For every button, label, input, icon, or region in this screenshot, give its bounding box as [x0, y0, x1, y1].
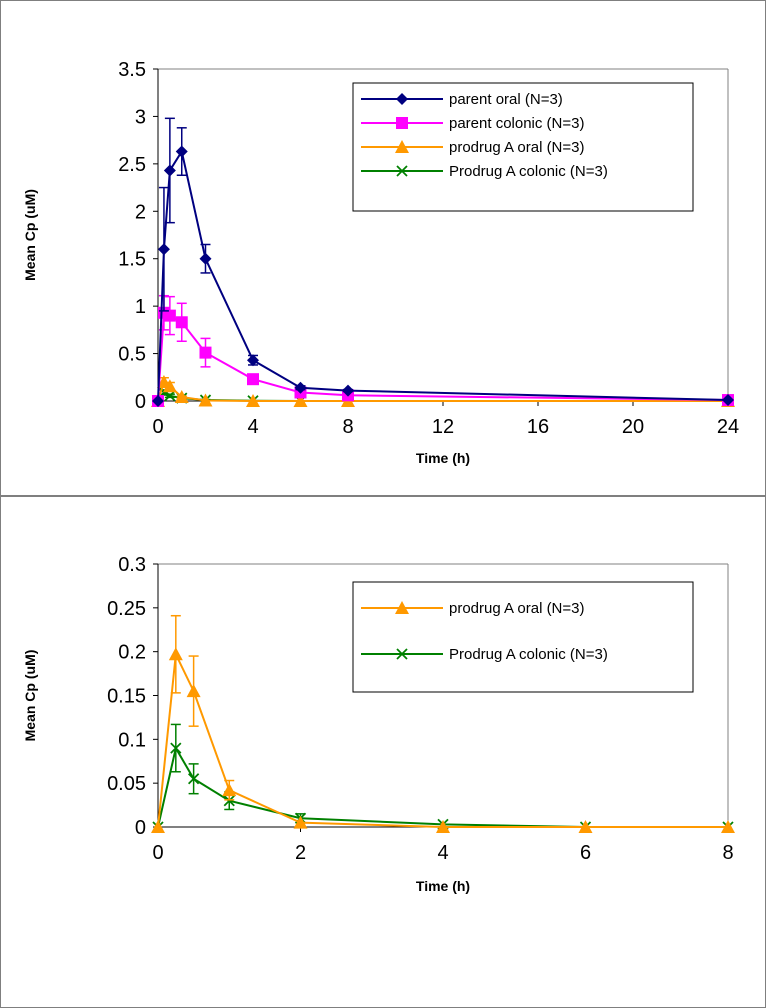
x-tick-label: 4 [437, 842, 448, 864]
data-point [186, 684, 201, 698]
data-point [187, 773, 200, 785]
data-point [294, 381, 307, 394]
series-2 [152, 294, 734, 407]
data-point [198, 393, 213, 407]
legend-box [352, 581, 694, 693]
y-tick-label: 0.1 [118, 729, 146, 751]
data-point [168, 647, 183, 661]
x-tick-label: 8 [722, 842, 733, 864]
legend-swatch-marker-stroke-b [396, 648, 408, 660]
data-point [157, 243, 170, 256]
data-point [151, 820, 165, 833]
legend-label: Prodrug A colonic (N=3) [449, 646, 608, 663]
legend-entry: parent colonic (N=3) [361, 115, 584, 132]
legend-swatch-marker [395, 601, 409, 614]
x-tick-label: 8 [342, 416, 353, 438]
data-point-stroke-b [187, 773, 200, 785]
data-point [164, 390, 176, 402]
x-tick-label: 4 [247, 416, 258, 438]
x-tick-label: 24 [717, 416, 739, 438]
data-point [152, 395, 164, 407]
y-tick-label: 1.5 [118, 249, 146, 271]
data-point [722, 394, 734, 407]
y-tick-label: 0.25 [107, 598, 146, 620]
data-point [436, 820, 450, 833]
series-2 [152, 723, 734, 833]
data-point [163, 164, 176, 177]
legend-swatch-marker [396, 165, 408, 177]
x-axis-title: Time (h) [416, 450, 470, 466]
y-tick-label: 0 [135, 817, 146, 839]
data-point-stroke-b [164, 390, 176, 402]
legend-entry: parent oral (N=3) [361, 91, 563, 108]
x-axis-title: Time (h) [416, 878, 470, 894]
data-point [247, 354, 259, 367]
legend-swatch-marker [396, 648, 408, 660]
y-tick-label: 2 [135, 201, 146, 223]
legend-swatch-marker [395, 140, 409, 153]
x-tick-label: 6 [580, 842, 591, 864]
chart-panel-top: 0 0.5 1 1.5 2 2.5 3 3.5 0 4 8 12 16 20 24 Time (h) Mean … [0, 0, 766, 496]
data-point [174, 390, 189, 404]
y-tick-label: 0.2 [118, 642, 146, 664]
data-point-stroke-b [223, 795, 235, 807]
legend-entry: prodrug A oral (N=3) [361, 600, 585, 617]
y-tick-label: 3.5 [118, 59, 146, 81]
y-axis-title: Mean Cp (uM) [22, 650, 38, 742]
legend-label: Prodrug A colonic (N=3) [449, 163, 608, 180]
legend-swatch-marker-stroke-b [396, 165, 408, 177]
chart-panel-bottom: 0 0.05 0.1 0.15 0.2 0.25 0.3 0 2 4 6 8 Time (h) Mean … [0, 496, 766, 1008]
x-tick-label: 0 [152, 842, 163, 864]
y-tick-label: 1 [135, 296, 146, 318]
legend-entry: prodrug A oral (N=3) [361, 139, 585, 156]
data-point [162, 379, 177, 393]
legend-label: prodrug A oral (N=3) [449, 139, 585, 156]
series-1 [151, 614, 735, 833]
data-point [721, 820, 735, 833]
data-point [246, 394, 260, 407]
y-tick-label: 0 [135, 391, 146, 413]
legend-entry: Prodrug A colonic (N=3) [361, 163, 608, 180]
data-point [175, 316, 188, 329]
series-line [157, 650, 728, 828]
pk-chart-top: 0 0.5 1 1.5 2 2.5 3 3.5 0 4 8 12 16 20 24 Time (h) Mean … [22, 59, 739, 466]
legend-swatch-marker [396, 117, 408, 129]
legend-label: parent oral (N=3) [449, 91, 563, 108]
x-tick-label: 0 [152, 416, 163, 438]
data-point [293, 815, 308, 829]
legend-label: prodrug A oral (N=3) [449, 600, 585, 617]
data-point [223, 795, 235, 807]
series-line [157, 745, 728, 828]
legend-label: parent colonic (N=3) [449, 115, 584, 132]
y-tick-label: 0.15 [107, 686, 146, 708]
pk-chart-bottom: 0 0.05 0.1 0.15 0.2 0.25 0.3 0 2 4 6 8 Time (h) Mean … [22, 554, 735, 894]
y-axis-title: Mean Cp (uM) [22, 189, 38, 281]
x-tick-label: 16 [527, 416, 549, 438]
data-point-stroke-b [170, 742, 182, 754]
data-point [578, 820, 593, 833]
legend-entry: Prodrug A colonic (N=3) [361, 646, 608, 663]
data-point [199, 346, 212, 359]
series-line [157, 311, 729, 402]
y-tick-label: 0.05 [107, 773, 146, 795]
data-point [342, 384, 354, 397]
y-tick-label: 2.5 [118, 154, 146, 176]
series-1 [152, 117, 734, 407]
data-point [222, 783, 237, 797]
data-point [170, 742, 182, 754]
x-tick-label: 2 [295, 842, 306, 864]
y-tick-label: 0.3 [118, 554, 146, 576]
y-tick-label: 3 [135, 106, 146, 128]
data-point [163, 309, 176, 322]
legend: prodrug A oral (N=3) Prodrug A colonic (N… [352, 581, 694, 693]
data-point [293, 394, 308, 407]
legend: parent oral (N=3) parent colonic (N=3) pro… [352, 82, 694, 212]
y-tick-label: 0.5 [118, 344, 146, 366]
data-point [175, 145, 188, 158]
legend-swatch-marker [396, 93, 408, 105]
data-point [199, 252, 212, 265]
x-tick-label: 20 [622, 416, 644, 438]
data-point [247, 373, 259, 386]
x-tick-label: 12 [432, 416, 454, 438]
